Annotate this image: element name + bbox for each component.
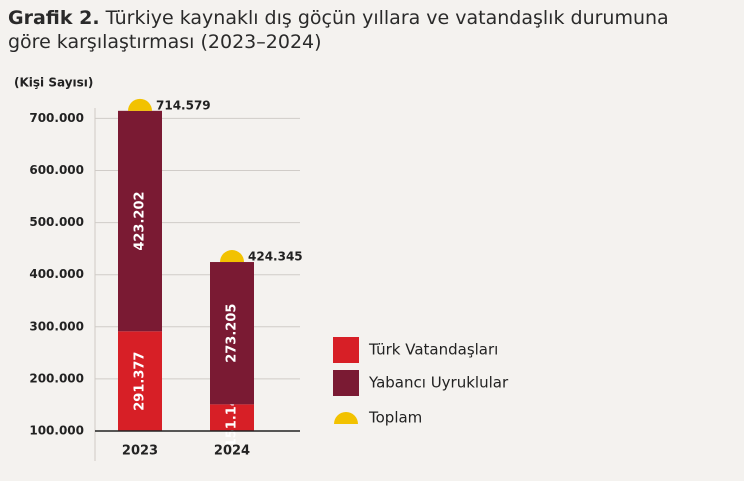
- legend-label: Türk Vatandaşları: [368, 341, 498, 359]
- chart-title: Grafik 2. Türkiye kaynaklı dış göçün yıl…: [8, 6, 708, 54]
- title-label: Grafik 2.: [8, 7, 100, 29]
- bar-segment: [210, 404, 254, 431]
- y-tick-label: 100.000: [29, 424, 84, 438]
- legend-swatch: [333, 337, 359, 363]
- legend-label: Toplam: [368, 409, 422, 427]
- y-tick-label: 500.000: [29, 215, 84, 229]
- total-marker: [220, 250, 244, 263]
- total-label: 424.345: [248, 250, 303, 264]
- x-tick-label: 2024: [214, 444, 250, 459]
- y-tick-label: 600.000: [29, 163, 84, 177]
- y-tick-label: 300.000: [29, 319, 84, 333]
- total-label: 714.579: [156, 98, 211, 112]
- y-tick-label: 700.000: [29, 111, 84, 125]
- legend-label: Yabancı Uyruklular: [368, 374, 509, 392]
- legend-swatch: [334, 412, 358, 424]
- legend-swatch: [333, 370, 359, 396]
- total-marker: [128, 98, 152, 111]
- bar-segment: [118, 331, 162, 431]
- bar-segment: [210, 262, 254, 405]
- value-label: 423.202: [133, 191, 148, 250]
- x-tick-label: 2023: [122, 444, 158, 459]
- title-text: Türkiye kaynaklı dış göçün yıllara ve va…: [8, 7, 669, 53]
- y-tick-label: 200.000: [29, 371, 84, 385]
- value-label: 291.377: [133, 352, 148, 411]
- bar-segment: [118, 110, 162, 332]
- y-tick-label: 400.000: [29, 267, 84, 281]
- value-label: 273.205: [225, 304, 240, 363]
- y-axis-label: (Kişi Sayısı): [14, 76, 93, 90]
